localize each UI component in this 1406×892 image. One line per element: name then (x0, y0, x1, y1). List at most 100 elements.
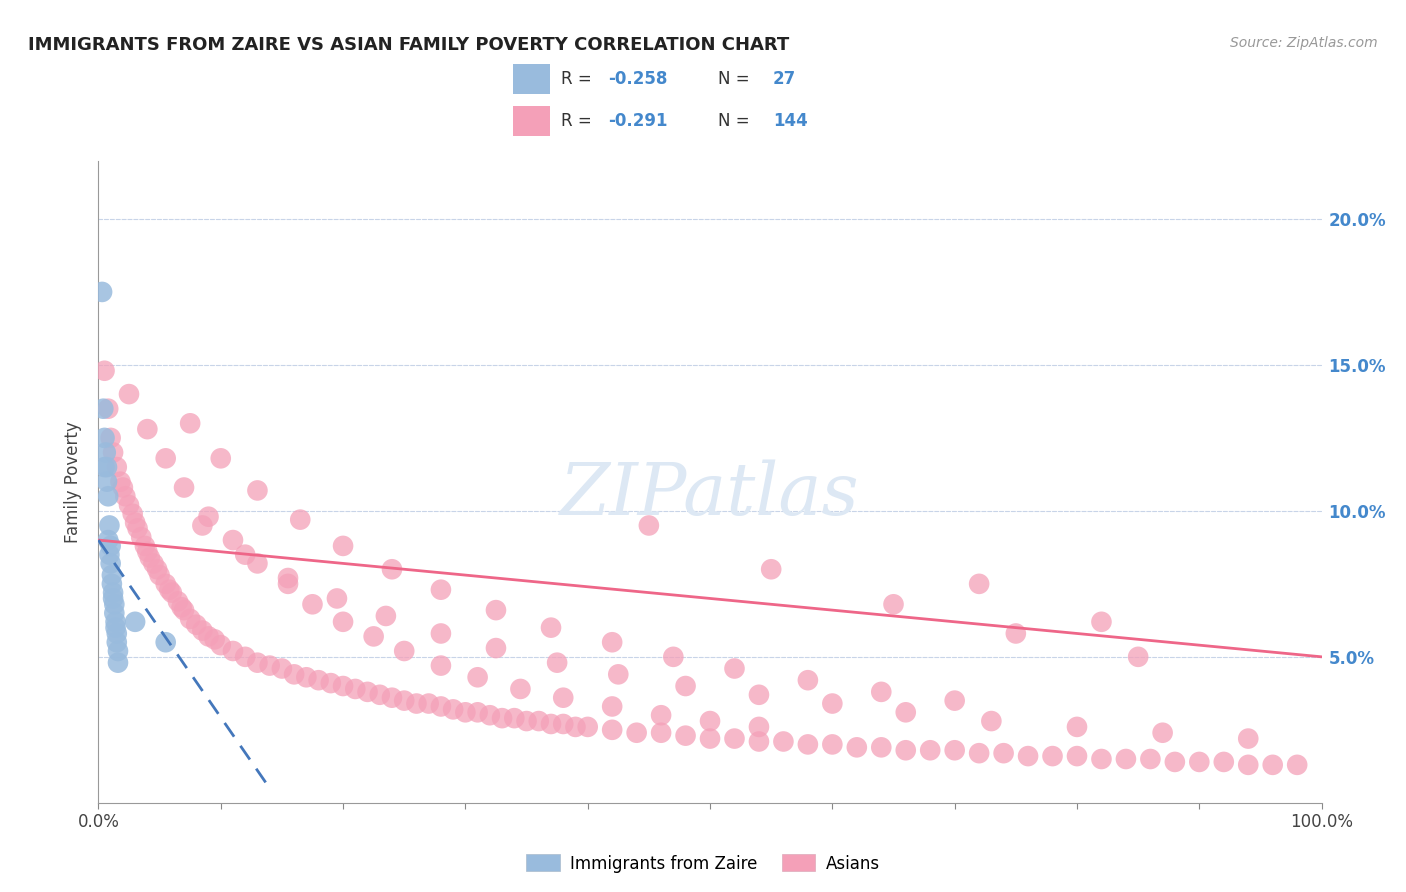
Point (107, 644, 129, 658)
Point (104, 621, 127, 635)
Point (233, 548, 256, 562)
Point (246, 557, 269, 571)
Point (301, 597, 323, 611)
Point (1139, 752, 1161, 766)
Point (454, 706, 477, 720)
Text: N =: N = (718, 70, 755, 87)
Point (277, 571, 299, 585)
Point (100, 557, 122, 571)
Point (1152, 725, 1174, 739)
Point (173, 481, 195, 495)
Point (943, 743, 966, 757)
Point (509, 681, 531, 696)
Point (1261, 757, 1284, 772)
Point (93, 460, 115, 475)
Point (96, 475, 118, 489)
Point (149, 568, 172, 582)
Point (356, 685, 378, 699)
Point (155, 577, 177, 591)
Point (430, 699, 453, 714)
Point (430, 626, 453, 640)
Point (894, 706, 917, 720)
Point (124, 615, 146, 629)
Text: -0.258: -0.258 (609, 70, 668, 87)
Text: N =: N = (718, 112, 755, 130)
Point (540, 717, 562, 731)
Point (197, 629, 219, 643)
Point (1115, 752, 1137, 766)
Point (1188, 755, 1211, 769)
Point (845, 740, 868, 755)
Point (118, 498, 141, 512)
Point (326, 591, 349, 606)
Point (93, 364, 115, 378)
Point (430, 658, 453, 673)
Point (173, 603, 195, 617)
Point (1237, 757, 1260, 772)
Point (134, 539, 156, 553)
Point (467, 706, 489, 720)
Point (381, 562, 404, 576)
Point (626, 725, 648, 739)
Point (1164, 755, 1187, 769)
Point (270, 661, 294, 675)
Text: -0.291: -0.291 (609, 112, 668, 130)
Point (478, 708, 501, 723)
Point (93, 431, 115, 445)
Text: R =: R = (561, 112, 598, 130)
Point (101, 591, 124, 606)
Point (430, 582, 453, 597)
Point (319, 676, 342, 690)
Point (675, 679, 697, 693)
Point (491, 711, 513, 725)
Point (1066, 749, 1088, 764)
Point (920, 743, 942, 757)
Point (114, 489, 136, 503)
Point (1212, 755, 1234, 769)
Point (405, 697, 427, 711)
Point (209, 638, 232, 652)
Point (980, 714, 1002, 728)
Point (110, 475, 132, 489)
Point (127, 521, 149, 535)
Point (467, 670, 489, 684)
Point (170, 600, 193, 615)
Point (160, 585, 183, 599)
Point (821, 697, 844, 711)
Point (967, 746, 990, 760)
Point (101, 445, 124, 459)
Point (761, 562, 783, 576)
Point (91, 285, 114, 299)
Point (368, 688, 391, 702)
Point (191, 518, 214, 533)
Point (111, 481, 134, 495)
Point (650, 725, 672, 739)
Point (222, 533, 245, 547)
Point (290, 513, 312, 527)
Point (101, 568, 124, 582)
Point (101, 577, 124, 591)
Point (97, 533, 120, 547)
Text: 27: 27 (773, 70, 796, 87)
Point (332, 539, 354, 553)
Point (96, 460, 118, 475)
Point (1017, 749, 1039, 764)
Point (295, 670, 318, 684)
Point (97, 489, 120, 503)
Point (332, 615, 354, 629)
Point (392, 693, 416, 707)
Text: 144: 144 (773, 112, 808, 130)
Point (101, 585, 124, 599)
Point (546, 656, 568, 670)
Point (186, 617, 208, 632)
Point (650, 708, 672, 723)
Point (129, 530, 152, 544)
Point (363, 629, 385, 643)
Point (259, 658, 281, 673)
Point (105, 460, 128, 475)
Point (699, 714, 721, 728)
Point (748, 734, 770, 748)
Point (600, 723, 623, 737)
Point (103, 606, 125, 620)
Point (142, 557, 165, 571)
